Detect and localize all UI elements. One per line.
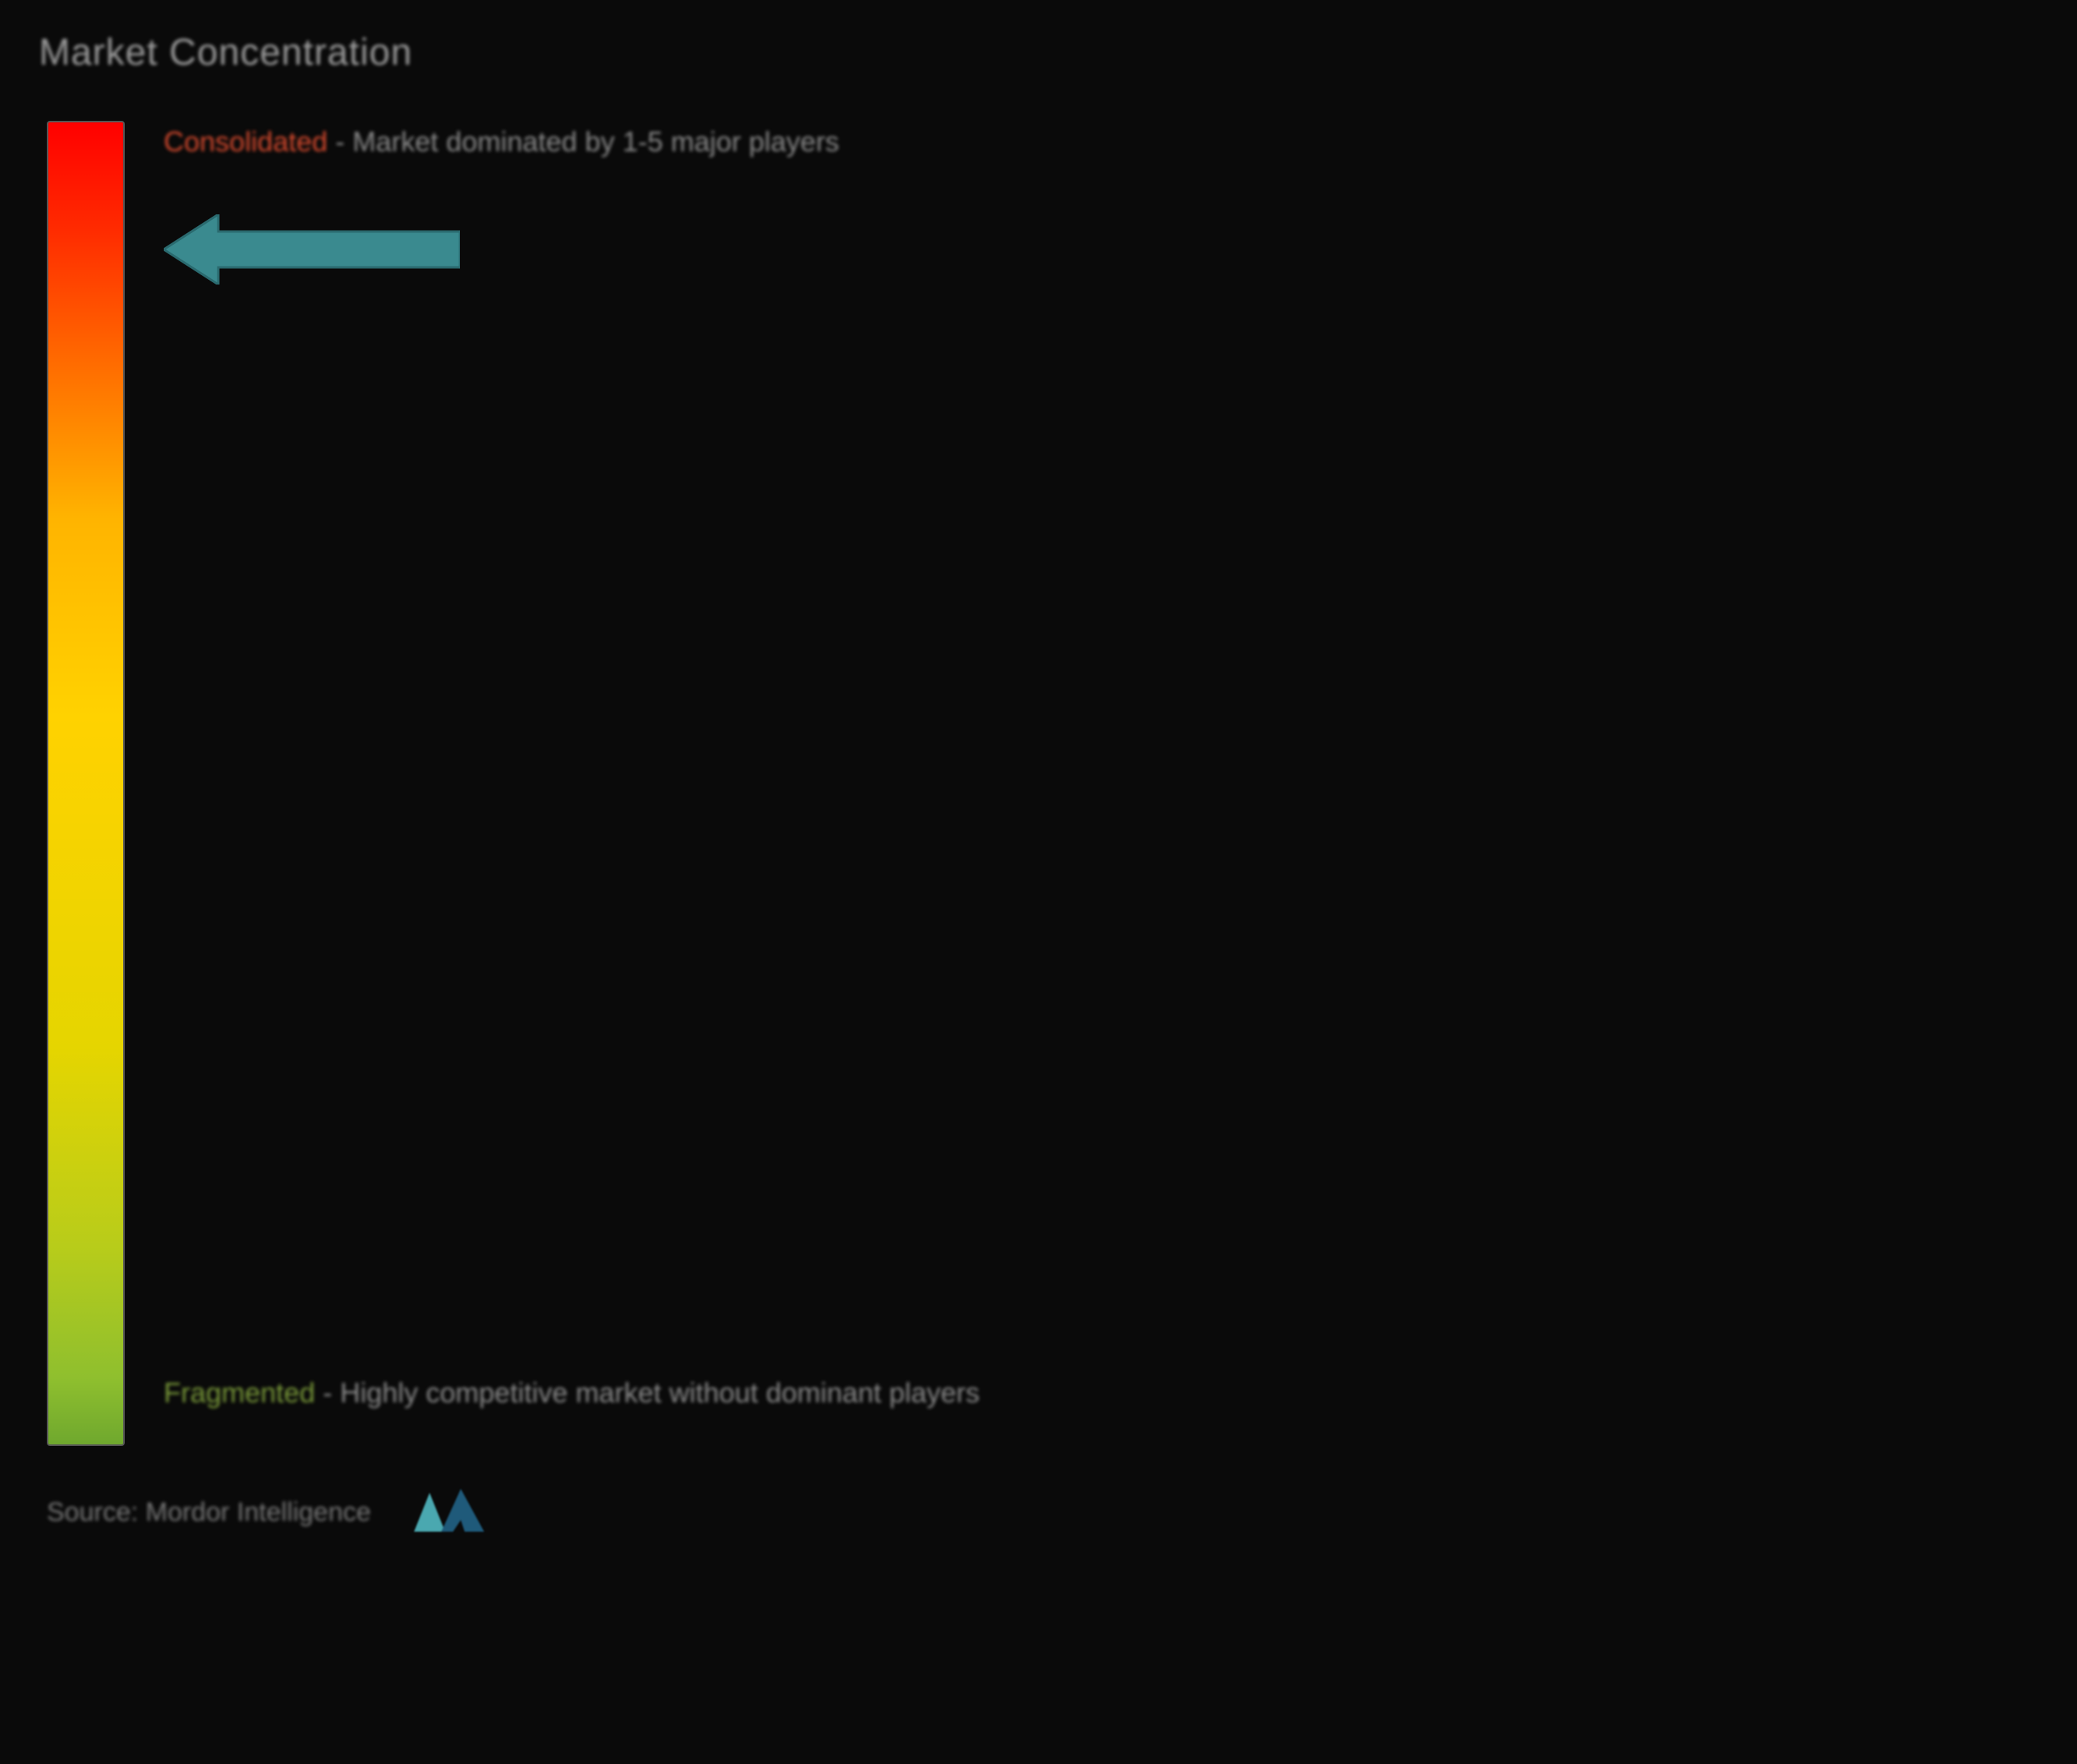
concentration-gradient-bar [47, 121, 125, 1446]
consolidated-description: - Market dominated by 1-5 major players [335, 125, 839, 157]
source-text: Source: Mordor Intelligence [47, 1497, 371, 1528]
fragmented-label: Fragmented - Highly competitive market w… [164, 1363, 979, 1423]
consolidated-label: Consolidated - Market dominated by 1-5 m… [164, 121, 839, 163]
fragmented-keyword: Fragmented [164, 1377, 315, 1409]
consolidated-keyword: Consolidated [164, 125, 327, 157]
indicator-arrow-icon [164, 214, 460, 285]
fragmented-description: - Highly competitive market without domi… [323, 1377, 979, 1409]
labels-column: Consolidated - Market dominated by 1-5 m… [164, 121, 2038, 1446]
indicator-arrow-wrap [164, 214, 460, 285]
mordor-logo [410, 1485, 496, 1540]
footer: Source: Mordor Intelligence [39, 1485, 2038, 1540]
market-concentration-infographic: Market Concentration Consolidated - Mark… [0, 0, 2077, 1563]
content-row: Consolidated - Market dominated by 1-5 m… [39, 121, 2038, 1446]
page-title: Market Concentration [39, 31, 2038, 74]
